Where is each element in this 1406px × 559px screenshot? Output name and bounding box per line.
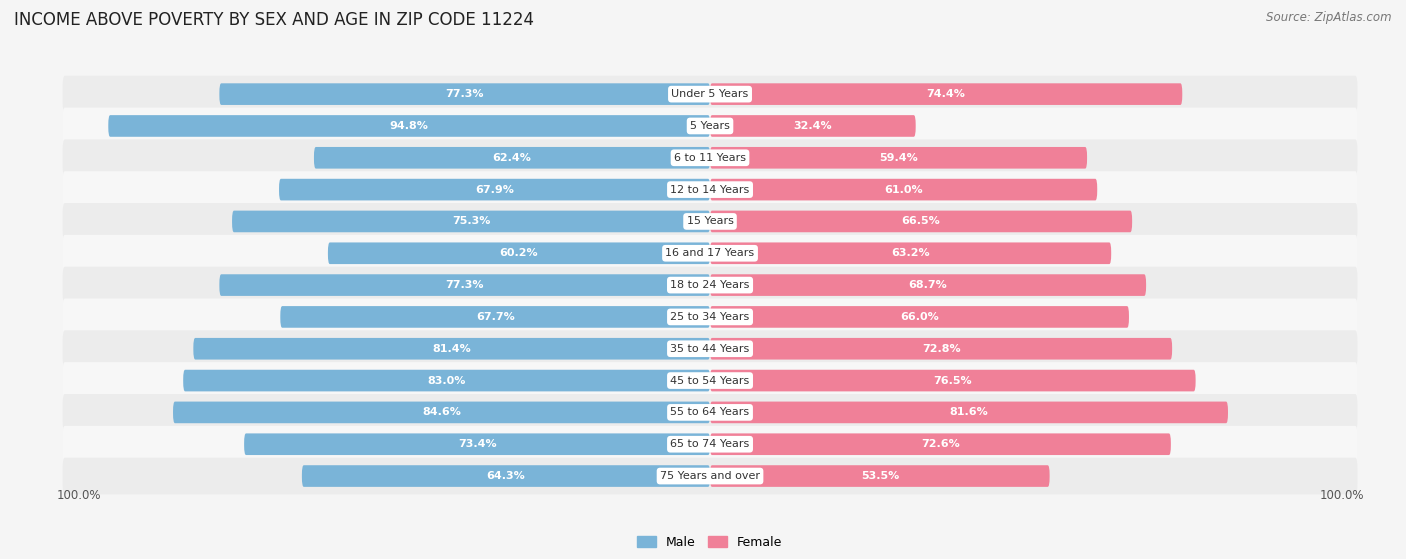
Text: 76.5%: 76.5% [934, 376, 972, 386]
FancyBboxPatch shape [710, 306, 1129, 328]
FancyBboxPatch shape [63, 458, 1357, 495]
Text: INCOME ABOVE POVERTY BY SEX AND AGE IN ZIP CODE 11224: INCOME ABOVE POVERTY BY SEX AND AGE IN Z… [14, 11, 534, 29]
FancyBboxPatch shape [63, 330, 1357, 367]
FancyBboxPatch shape [63, 107, 1357, 144]
FancyBboxPatch shape [710, 338, 1173, 359]
Text: 67.9%: 67.9% [475, 184, 515, 195]
Text: 77.3%: 77.3% [446, 280, 484, 290]
FancyBboxPatch shape [63, 203, 1357, 240]
Text: 55 to 64 Years: 55 to 64 Years [671, 408, 749, 418]
Text: 35 to 44 Years: 35 to 44 Years [671, 344, 749, 354]
Text: 25 to 34 Years: 25 to 34 Years [671, 312, 749, 322]
FancyBboxPatch shape [280, 306, 710, 328]
Text: 60.2%: 60.2% [499, 248, 538, 258]
Text: 100.0%: 100.0% [56, 489, 101, 502]
Text: 66.5%: 66.5% [901, 216, 941, 226]
FancyBboxPatch shape [710, 465, 1050, 487]
Text: 16 and 17 Years: 16 and 17 Years [665, 248, 755, 258]
Text: 62.4%: 62.4% [492, 153, 531, 163]
Text: 15 Years: 15 Years [686, 216, 734, 226]
Text: 84.6%: 84.6% [422, 408, 461, 418]
Text: 75.3%: 75.3% [451, 216, 491, 226]
Text: 77.3%: 77.3% [446, 89, 484, 99]
FancyBboxPatch shape [710, 243, 1111, 264]
Text: 72.8%: 72.8% [922, 344, 960, 354]
Text: 83.0%: 83.0% [427, 376, 465, 386]
Legend: Male, Female: Male, Female [633, 530, 787, 553]
Text: 32.4%: 32.4% [793, 121, 832, 131]
FancyBboxPatch shape [278, 179, 710, 201]
Text: 94.8%: 94.8% [389, 121, 429, 131]
FancyBboxPatch shape [710, 83, 1182, 105]
FancyBboxPatch shape [173, 401, 710, 423]
Text: 53.5%: 53.5% [860, 471, 898, 481]
Text: 18 to 24 Years: 18 to 24 Years [671, 280, 749, 290]
FancyBboxPatch shape [710, 211, 1132, 232]
Text: 6 to 11 Years: 6 to 11 Years [673, 153, 747, 163]
FancyBboxPatch shape [108, 115, 710, 137]
Text: 63.2%: 63.2% [891, 248, 929, 258]
FancyBboxPatch shape [710, 369, 1195, 391]
Text: 75 Years and over: 75 Years and over [659, 471, 761, 481]
Text: 5 Years: 5 Years [690, 121, 730, 131]
FancyBboxPatch shape [183, 369, 710, 391]
FancyBboxPatch shape [710, 179, 1097, 201]
FancyBboxPatch shape [232, 211, 710, 232]
Text: 68.7%: 68.7% [908, 280, 948, 290]
FancyBboxPatch shape [328, 243, 710, 264]
FancyBboxPatch shape [710, 147, 1087, 169]
Text: 81.6%: 81.6% [949, 408, 988, 418]
Text: 12 to 14 Years: 12 to 14 Years [671, 184, 749, 195]
FancyBboxPatch shape [194, 338, 710, 359]
FancyBboxPatch shape [63, 171, 1357, 208]
FancyBboxPatch shape [710, 115, 915, 137]
FancyBboxPatch shape [710, 274, 1146, 296]
FancyBboxPatch shape [63, 267, 1357, 304]
FancyBboxPatch shape [63, 139, 1357, 176]
FancyBboxPatch shape [63, 299, 1357, 335]
FancyBboxPatch shape [63, 235, 1357, 272]
Text: Under 5 Years: Under 5 Years [672, 89, 748, 99]
Text: 59.4%: 59.4% [879, 153, 918, 163]
Text: 66.0%: 66.0% [900, 312, 939, 322]
Text: 64.3%: 64.3% [486, 471, 526, 481]
Text: 67.7%: 67.7% [475, 312, 515, 322]
FancyBboxPatch shape [63, 394, 1357, 431]
Text: 45 to 54 Years: 45 to 54 Years [671, 376, 749, 386]
FancyBboxPatch shape [219, 83, 710, 105]
Text: 74.4%: 74.4% [927, 89, 966, 99]
FancyBboxPatch shape [710, 401, 1227, 423]
Text: 100.0%: 100.0% [1319, 489, 1364, 502]
Text: 65 to 74 Years: 65 to 74 Years [671, 439, 749, 449]
FancyBboxPatch shape [63, 426, 1357, 463]
FancyBboxPatch shape [302, 465, 710, 487]
Text: 61.0%: 61.0% [884, 184, 922, 195]
Text: 81.4%: 81.4% [432, 344, 471, 354]
Text: Source: ZipAtlas.com: Source: ZipAtlas.com [1267, 11, 1392, 24]
FancyBboxPatch shape [245, 433, 710, 455]
FancyBboxPatch shape [710, 433, 1171, 455]
FancyBboxPatch shape [63, 75, 1357, 112]
Text: 73.4%: 73.4% [458, 439, 496, 449]
FancyBboxPatch shape [63, 362, 1357, 399]
Text: 72.6%: 72.6% [921, 439, 960, 449]
FancyBboxPatch shape [219, 274, 710, 296]
FancyBboxPatch shape [314, 147, 710, 169]
